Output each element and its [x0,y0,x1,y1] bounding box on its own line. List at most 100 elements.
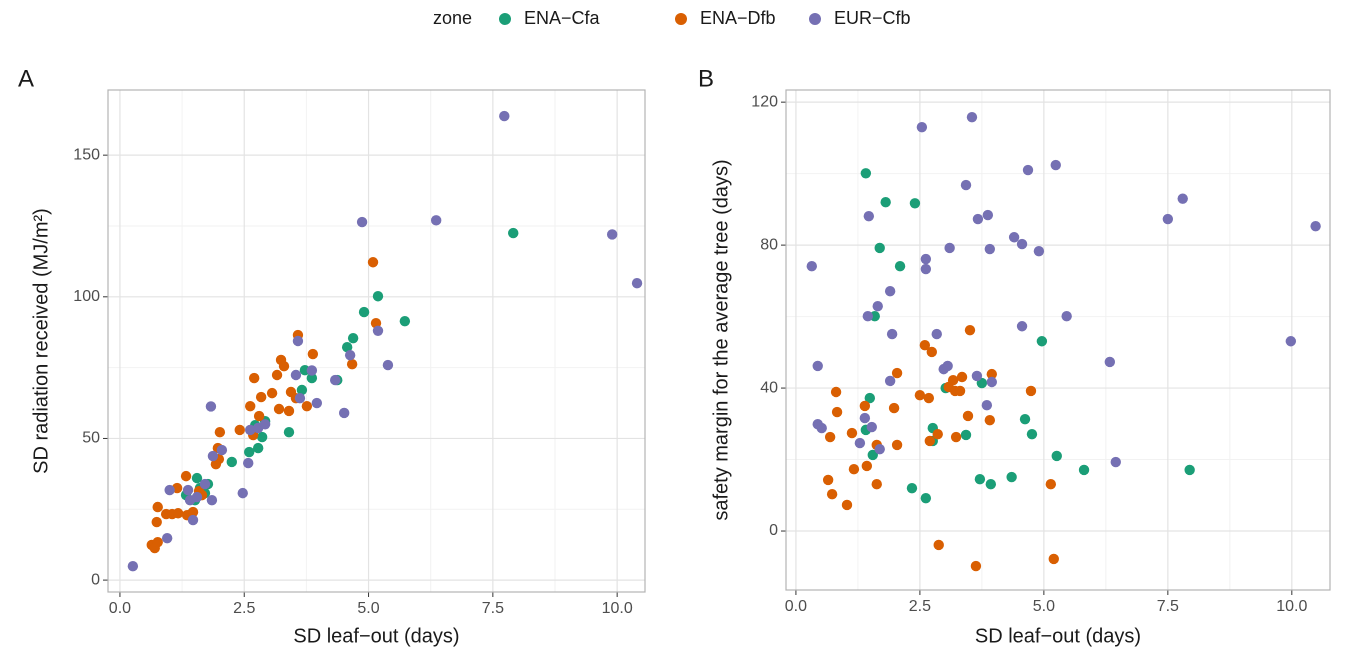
point [924,435,936,447]
point [206,495,218,506]
y-tick-label: 100 [73,288,100,305]
point [244,446,255,458]
series: ENA−Dfb [822,324,1059,572]
point [152,536,163,548]
point [283,405,295,417]
point [831,406,843,418]
point [822,474,834,486]
point [1008,232,1020,243]
point [243,457,254,469]
point [984,415,996,426]
series: EUR−Cfb [806,111,1321,468]
x-axis-title: SD leaf−out (days) [293,625,459,647]
point [984,243,996,255]
point [806,260,817,272]
point [964,324,976,336]
point [172,508,184,519]
point [1036,336,1048,347]
point [932,428,943,440]
panel: 0.0 2.5 5.0 7.5 10.0 0 50 100 150 SD leaf−out (da… [18,65,646,647]
point [1078,464,1090,476]
point [950,431,962,443]
point [372,291,384,302]
point [947,375,959,386]
point [399,315,411,327]
series: ENA−Cfa [860,168,1195,504]
point [830,386,842,398]
point [248,372,260,384]
point [292,335,304,347]
legend: ENA−Cfa ENA−Dfb EUR−Cfb [499,8,911,28]
panel-border [107,89,646,593]
point [970,560,982,572]
point [985,479,997,490]
point [271,369,283,381]
point [923,392,935,404]
point [234,424,245,436]
x-axis-title: SD leaf−out (days) [975,625,1141,647]
point [1016,238,1028,250]
point [356,216,368,228]
point [191,472,203,484]
point [216,444,228,456]
point [1162,213,1174,225]
point [920,492,932,504]
point [372,325,384,337]
point [920,263,932,275]
point [859,412,871,424]
point [1177,193,1188,204]
point [367,257,379,268]
point [256,431,268,443]
point [151,516,162,528]
point [347,332,359,344]
x-tick-label: 0.0 [109,600,131,617]
point [846,427,858,439]
point [933,539,944,551]
point [508,227,519,239]
point [841,499,853,511]
point [606,229,618,240]
point [954,385,966,397]
y-axis-title: safety margin for the average tree (days… [710,159,732,520]
point [252,442,264,454]
point [919,339,931,351]
point [237,487,248,499]
x-tick-label: 0.0 [785,598,807,615]
point [330,374,341,386]
point [880,197,891,208]
point [981,400,993,411]
point [245,400,256,412]
x-tick-label: 7.5 [482,600,504,617]
x-tick-label: 10.0 [602,600,633,617]
legend-swatch [499,13,511,25]
point [214,427,226,438]
point [199,478,211,490]
point [1016,321,1028,332]
point [1050,159,1061,171]
point [862,311,874,322]
y-tick-label: 120 [751,93,778,110]
point [972,213,984,225]
legend-label: EUR−Cfb [834,8,911,28]
point [1025,385,1037,397]
point [1033,245,1045,257]
point [187,506,199,518]
point [259,419,271,430]
point [816,422,827,434]
point [358,306,370,318]
series [180,227,519,520]
point [874,242,885,254]
point [974,474,986,485]
point [1006,471,1017,483]
panel: 0.0 2.5 5.0 7.5 10.0 0 40 80 120 ENA−CfaENA−DfbEU… [698,65,1331,647]
panel-border [785,89,1331,591]
legend-swatch [809,13,821,25]
point [871,479,882,490]
series [127,110,643,572]
x-tick-label: 2.5 [909,598,931,615]
point [872,301,883,312]
point [859,400,871,412]
point [341,342,353,353]
point [127,561,139,572]
point [909,198,921,209]
